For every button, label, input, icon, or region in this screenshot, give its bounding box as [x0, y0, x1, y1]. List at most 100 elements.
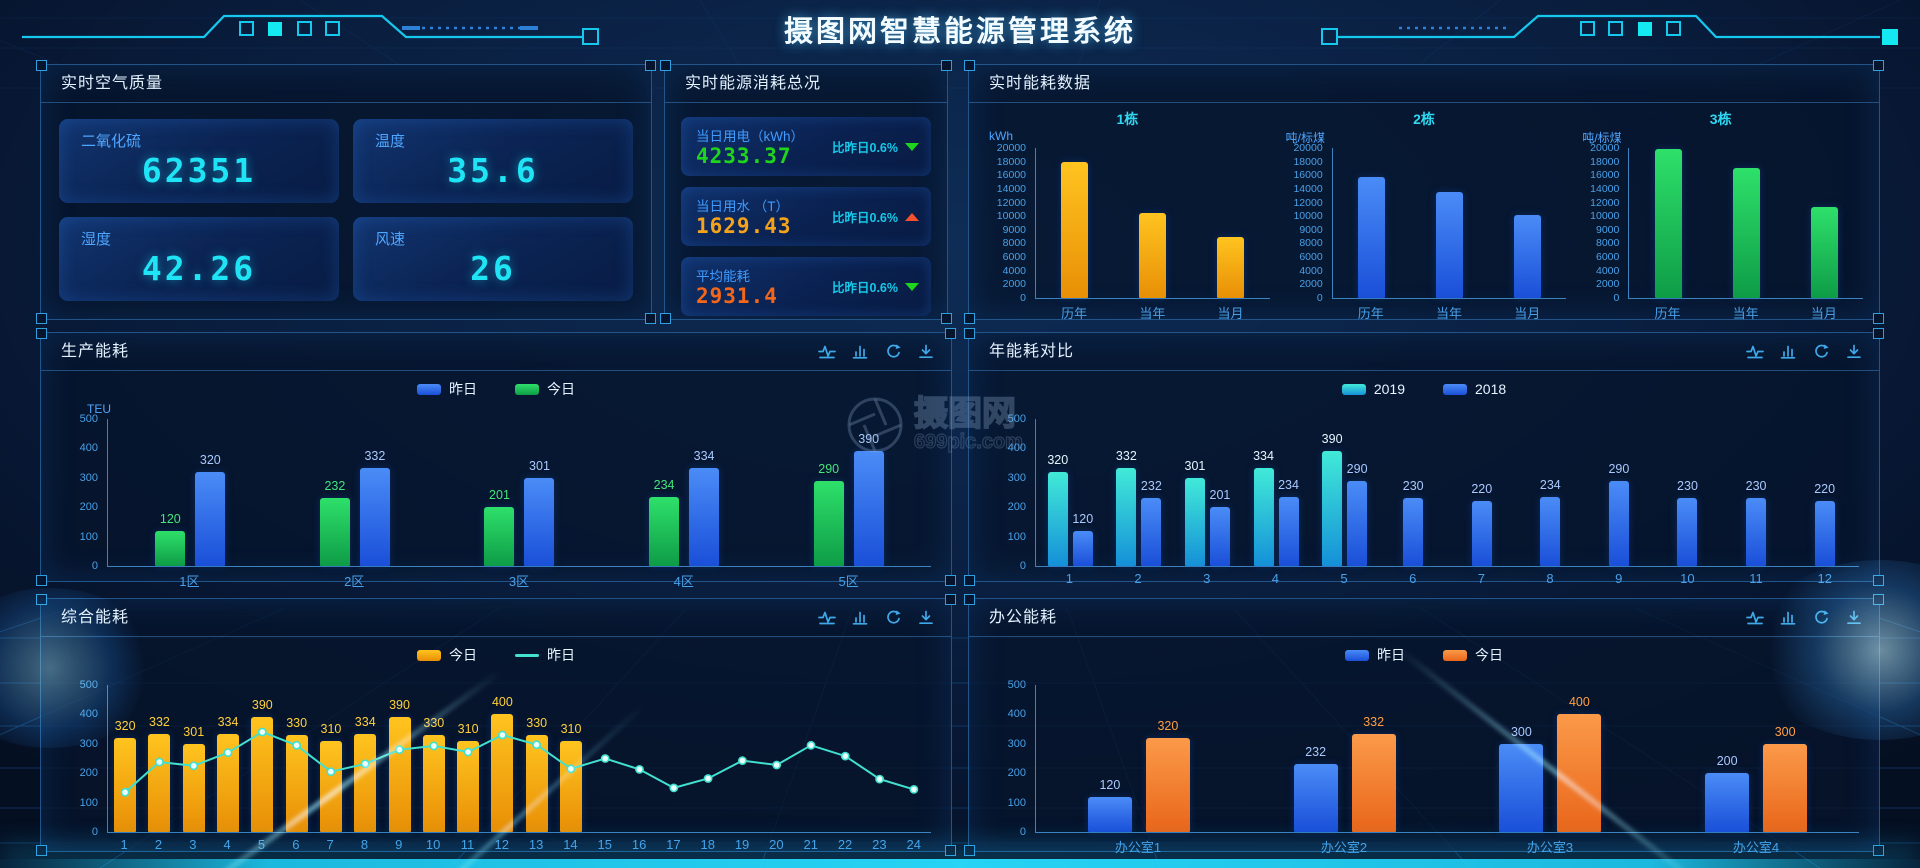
legend-item-昨日[interactable]: 昨日: [1345, 644, 1405, 666]
compare-label: 比昨日0.6%: [832, 281, 898, 295]
bar-group: 220: [1790, 419, 1859, 566]
bar[interactable]: 390: [853, 432, 884, 566]
bar[interactable]: 230: [1746, 479, 1766, 566]
app-header: 摄图网智慧能源管理系统: [0, 0, 1920, 52]
bar-value-label: 320: [1157, 718, 1179, 733]
bar[interactable]: 332: [1351, 715, 1396, 832]
x-tick-label: 办公室4: [1732, 840, 1780, 855]
bar[interactable]: 230: [1403, 479, 1424, 566]
air-card-value: 42.26: [141, 249, 257, 288]
legend-item-今日[interactable]: 今日: [1443, 644, 1503, 666]
bar[interactable]: 300: [1763, 725, 1808, 832]
bar[interactable]: 230: [1677, 479, 1698, 566]
y-tick-label: 0: [1019, 560, 1026, 572]
bar[interactable]: 332: [1116, 449, 1137, 566]
bar[interactable]: [1139, 212, 1167, 298]
refresh-icon[interactable]: [884, 609, 902, 626]
y-tick-label: 200: [79, 501, 98, 514]
x-tick-label: 办公室1: [1114, 840, 1162, 855]
bar[interactable]: 120: [1072, 512, 1093, 566]
line-chart-icon[interactable]: [1746, 609, 1764, 626]
download-icon[interactable]: [917, 343, 935, 360]
bar-chart-icon[interactable]: [851, 343, 869, 360]
bar[interactable]: 301: [524, 459, 555, 566]
bar[interactable]: 320: [1047, 453, 1068, 566]
bar[interactable]: 290: [813, 462, 844, 566]
bar[interactable]: 220: [1471, 482, 1492, 566]
bar-value-label: 290: [818, 461, 840, 476]
bar-chart-icon[interactable]: [851, 609, 869, 626]
chart-toolbar: [1746, 599, 1863, 636]
yesterday-trend-line[interactable]: [108, 685, 931, 832]
bar[interactable]: [1436, 192, 1463, 298]
bar[interactable]: [1810, 207, 1838, 298]
bar[interactable]: 400: [1557, 695, 1602, 832]
y-tick-label: 2000: [1299, 278, 1323, 291]
y-tick-label: 400: [79, 708, 98, 721]
bar[interactable]: [1061, 161, 1089, 298]
legend-item-今日[interactable]: 今日: [417, 644, 477, 666]
refresh-icon[interactable]: [1812, 343, 1830, 360]
bar[interactable]: 200: [1705, 754, 1750, 832]
bar[interactable]: 201: [1210, 488, 1230, 566]
bar[interactable]: 301: [1185, 459, 1205, 566]
legend-item-昨日[interactable]: 昨日: [417, 378, 477, 400]
bar[interactable]: 320: [1145, 719, 1190, 832]
bar[interactable]: 300: [1499, 725, 1544, 832]
download-icon[interactable]: [917, 609, 935, 626]
legend-item-2019[interactable]: 2019: [1341, 378, 1405, 400]
bar[interactable]: 334: [689, 449, 720, 566]
refresh-icon[interactable]: [884, 343, 902, 360]
bar[interactable]: 332: [359, 449, 390, 566]
bar[interactable]: 201: [484, 488, 515, 566]
legend-item-今日[interactable]: 今日: [515, 378, 575, 400]
air-card-value: 35.6: [447, 151, 539, 190]
legend-item-昨日[interactable]: 昨日: [515, 644, 575, 666]
bar[interactable]: 232: [319, 479, 350, 566]
bar-value-label: 230: [1677, 479, 1698, 494]
bar-group: 120 320: [108, 419, 273, 566]
spacer: [87, 668, 931, 683]
bar[interactable]: [1654, 149, 1682, 298]
download-icon[interactable]: [1845, 343, 1863, 360]
y-tick-label: 12000: [1590, 196, 1620, 209]
bar[interactable]: 320: [195, 453, 226, 566]
refresh-icon[interactable]: [1812, 609, 1830, 626]
bar[interactable]: 220: [1814, 482, 1835, 566]
x-tick-label: 5: [257, 837, 266, 852]
bar[interactable]: 234: [649, 478, 680, 566]
plot-area: [1628, 148, 1864, 299]
bar[interactable]: 320: [114, 719, 137, 832]
line-chart-icon[interactable]: [1746, 343, 1764, 360]
bar-value-label: 201: [489, 487, 510, 502]
bar[interactable]: 234: [1540, 478, 1561, 566]
x-axis: 历年 当年 当月: [1332, 303, 1567, 322]
y-tick-label: 4000: [1299, 264, 1323, 277]
line-chart-icon[interactable]: [818, 343, 836, 360]
download-icon[interactable]: [1845, 609, 1863, 626]
chart-yearly: 2019 2018 0 100 200 300 400 500 320 120 332 232 301…: [969, 378, 1879, 586]
bar[interactable]: 290: [1608, 462, 1629, 566]
building-label: 3栋: [1709, 111, 1732, 127]
bar[interactable]: 232: [1293, 745, 1338, 832]
bar[interactable]: 290: [1347, 462, 1368, 566]
bar[interactable]: 390: [1322, 432, 1343, 566]
bar[interactable]: 120: [155, 512, 186, 566]
bar[interactable]: [1358, 176, 1386, 298]
bar[interactable]: [1217, 236, 1245, 298]
bar[interactable]: 232: [1141, 479, 1162, 566]
legend-item-2018[interactable]: 2018: [1443, 378, 1506, 400]
bar-chart-icon[interactable]: [1779, 343, 1797, 360]
bar[interactable]: [1513, 214, 1541, 298]
bar[interactable]: [1732, 168, 1760, 298]
air-card-label: 湿度: [81, 231, 112, 248]
bar[interactable]: 234: [1278, 478, 1299, 566]
bar[interactable]: 334: [1253, 449, 1274, 566]
line-chart-icon[interactable]: [818, 609, 836, 626]
panel-title: 实时空气质量: [61, 75, 164, 92]
bar-chart-icon[interactable]: [1779, 609, 1797, 626]
panel-header: 综合能耗: [41, 599, 951, 637]
bar[interactable]: 120: [1087, 778, 1132, 832]
mini-chart-2栋: 2栋 吨/标煤 0 2000 4000 6000 8000 9000 10000 12000 140…: [1282, 109, 1567, 322]
panel-comprehensive-energy: 综合能耗 今日 昨日 0 100 200 300 400 500 320 332 301 334 39…: [36, 594, 956, 856]
